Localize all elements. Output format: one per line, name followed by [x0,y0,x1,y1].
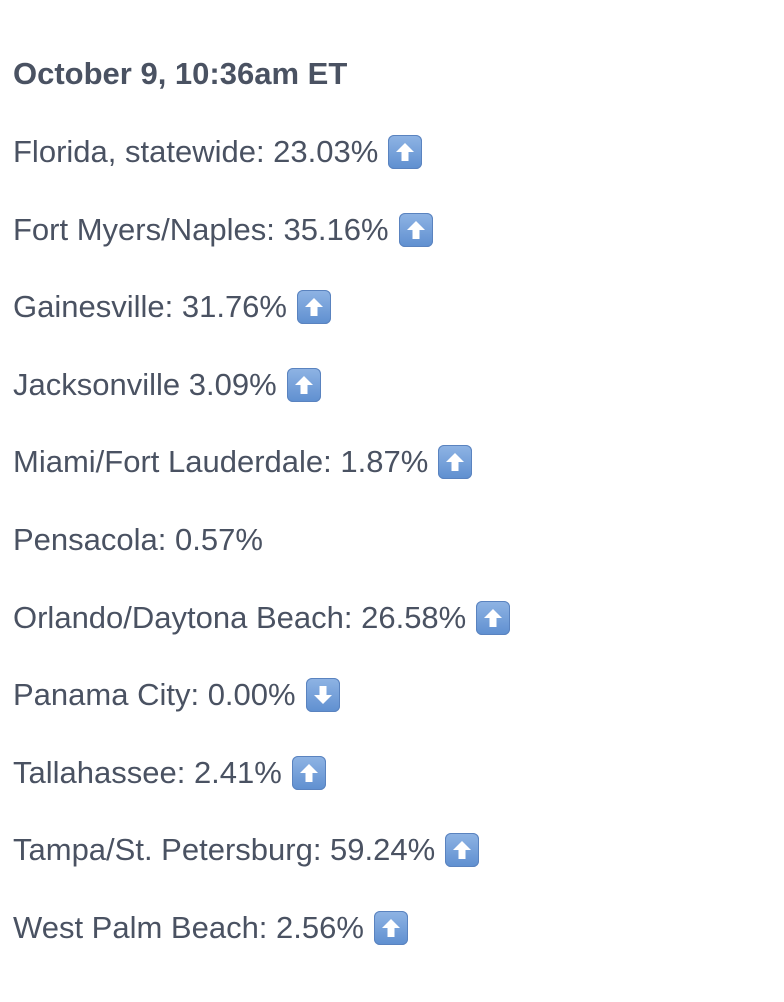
region-list: Florida, statewide: 23.03% Fort Myers/Nap… [13,126,773,954]
down-arrow-icon [305,678,340,713]
region-label: Tallahassee: 2.41% [13,754,282,790]
up-arrow-icon [286,367,321,402]
up-arrow-icon [438,445,473,480]
region-label: Tampa/St. Petersburg: 59.24% [13,832,436,868]
region-label: West Palm Beach: 2.56% [13,909,364,945]
up-arrow-icon [476,600,511,635]
region-label: Pensacola: 0.57% [13,521,263,557]
region-row: Panama City: 0.00% [13,669,773,721]
region-label: Orlando/Daytona Beach: 26.58% [13,599,467,635]
region-row: Pensacola: 0.57% [13,514,773,566]
region-label: Gainesville: 31.76% [13,289,287,325]
region-label: Fort Myers/Naples: 35.16% [13,211,389,247]
region-row: Orlando/Daytona Beach: 26.58% [13,592,773,644]
region-row: Gainesville: 31.76% [13,281,773,333]
up-arrow-icon [445,833,480,868]
up-arrow-icon [297,290,331,325]
region-row: Tampa/St. Petersburg: 59.24% [13,824,773,876]
update-timestamp-heading: October 9, 10:36am ET [13,56,348,91]
region-row: Miami/Fort Lauderdale: 1.87% [13,436,773,488]
region-label: Panama City: 0.00% [13,677,296,713]
up-arrow-icon [388,135,423,169]
region-row: Tallahassee: 2.41% [13,747,773,799]
region-row: Fort Myers/Naples: 35.16% [13,204,773,256]
up-arrow-icon [291,755,326,790]
outage-update: October 9, 10:36am ET Florida, statewide… [13,48,773,980]
region-row: Florida, statewide: 23.03% [13,126,773,178]
up-arrow-icon [398,212,433,247]
region-label: Miami/Fort Lauderdale: 1.87% [13,444,429,480]
up-arrow-icon [373,910,408,945]
region-row: Jacksonville 3.09% [13,359,773,411]
region-row: West Palm Beach: 2.56% [13,902,773,954]
region-label: Florida, statewide: 23.03% [13,134,379,169]
region-label: Jacksonville 3.09% [13,366,277,402]
